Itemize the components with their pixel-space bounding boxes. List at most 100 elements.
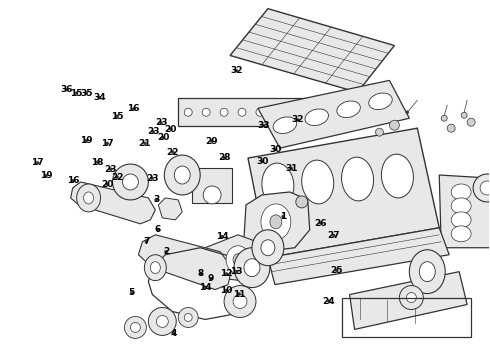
Text: 30: 30 bbox=[256, 157, 268, 166]
Ellipse shape bbox=[235, 270, 238, 273]
Polygon shape bbox=[268, 228, 449, 285]
Ellipse shape bbox=[152, 130, 155, 133]
Ellipse shape bbox=[203, 286, 206, 289]
Text: 16: 16 bbox=[67, 176, 79, 185]
Text: 18: 18 bbox=[91, 158, 104, 167]
Ellipse shape bbox=[172, 150, 174, 153]
Ellipse shape bbox=[156, 315, 168, 328]
Ellipse shape bbox=[409, 250, 445, 293]
Ellipse shape bbox=[151, 177, 154, 180]
Bar bbox=[178, 98, 313, 126]
Text: 4: 4 bbox=[171, 329, 177, 338]
Ellipse shape bbox=[234, 248, 270, 288]
Text: 20: 20 bbox=[165, 125, 177, 134]
Ellipse shape bbox=[447, 124, 455, 132]
Ellipse shape bbox=[109, 168, 112, 171]
Ellipse shape bbox=[184, 314, 192, 321]
Bar bbox=[192, 168, 232, 203]
Text: 12: 12 bbox=[220, 269, 233, 278]
Text: 15: 15 bbox=[71, 89, 83, 98]
Ellipse shape bbox=[342, 157, 373, 201]
Ellipse shape bbox=[233, 254, 243, 266]
Ellipse shape bbox=[375, 128, 384, 136]
Ellipse shape bbox=[399, 285, 423, 310]
Ellipse shape bbox=[203, 186, 221, 204]
Polygon shape bbox=[158, 198, 182, 220]
Ellipse shape bbox=[461, 112, 467, 118]
Text: 36: 36 bbox=[61, 85, 73, 94]
Ellipse shape bbox=[261, 240, 275, 256]
Ellipse shape bbox=[65, 88, 68, 91]
Ellipse shape bbox=[220, 108, 228, 116]
Polygon shape bbox=[248, 128, 439, 258]
Polygon shape bbox=[349, 272, 467, 329]
Ellipse shape bbox=[335, 269, 338, 272]
Ellipse shape bbox=[85, 92, 88, 95]
Ellipse shape bbox=[332, 234, 335, 237]
Ellipse shape bbox=[261, 204, 291, 240]
Text: 17: 17 bbox=[101, 139, 114, 148]
Ellipse shape bbox=[244, 259, 260, 276]
Ellipse shape bbox=[305, 109, 328, 126]
Ellipse shape bbox=[162, 136, 165, 139]
Text: 33: 33 bbox=[257, 121, 270, 130]
Ellipse shape bbox=[160, 121, 163, 124]
Polygon shape bbox=[230, 9, 394, 92]
Ellipse shape bbox=[467, 118, 475, 126]
Ellipse shape bbox=[261, 160, 264, 163]
Ellipse shape bbox=[406, 293, 416, 302]
Ellipse shape bbox=[202, 108, 210, 116]
Ellipse shape bbox=[282, 215, 285, 218]
Text: 35: 35 bbox=[80, 89, 93, 98]
Ellipse shape bbox=[130, 292, 133, 294]
Ellipse shape bbox=[178, 307, 198, 328]
Ellipse shape bbox=[164, 155, 200, 195]
Ellipse shape bbox=[233, 294, 247, 309]
Ellipse shape bbox=[390, 120, 399, 130]
Text: 23: 23 bbox=[147, 127, 159, 136]
Ellipse shape bbox=[36, 161, 39, 164]
Text: 10: 10 bbox=[220, 286, 233, 295]
Ellipse shape bbox=[76, 184, 100, 212]
Ellipse shape bbox=[262, 124, 265, 127]
Ellipse shape bbox=[337, 101, 360, 118]
Text: 34: 34 bbox=[93, 93, 106, 102]
Ellipse shape bbox=[319, 221, 322, 225]
Text: 32: 32 bbox=[292, 115, 304, 124]
Text: 21: 21 bbox=[139, 139, 151, 148]
Ellipse shape bbox=[174, 166, 190, 184]
Ellipse shape bbox=[451, 198, 471, 214]
Ellipse shape bbox=[274, 148, 277, 151]
Ellipse shape bbox=[451, 226, 471, 242]
Text: 28: 28 bbox=[218, 153, 231, 162]
Ellipse shape bbox=[441, 115, 447, 121]
Bar bbox=[342, 298, 471, 337]
Ellipse shape bbox=[145, 240, 148, 243]
Polygon shape bbox=[200, 235, 270, 282]
Ellipse shape bbox=[150, 262, 160, 274]
Text: 8: 8 bbox=[198, 269, 204, 278]
Ellipse shape bbox=[184, 108, 192, 116]
Ellipse shape bbox=[223, 156, 226, 159]
Text: 20: 20 bbox=[157, 133, 169, 142]
Text: 32: 32 bbox=[230, 66, 243, 75]
Ellipse shape bbox=[296, 118, 299, 121]
Text: 7: 7 bbox=[143, 237, 149, 246]
Text: 17: 17 bbox=[31, 158, 44, 167]
Text: 9: 9 bbox=[208, 274, 214, 283]
Text: 23: 23 bbox=[146, 174, 158, 183]
Ellipse shape bbox=[155, 198, 158, 201]
Ellipse shape bbox=[157, 228, 160, 231]
Text: 20: 20 bbox=[101, 180, 114, 189]
Text: 19: 19 bbox=[40, 171, 52, 180]
Text: 26: 26 bbox=[315, 219, 327, 228]
Ellipse shape bbox=[238, 293, 241, 296]
Polygon shape bbox=[71, 182, 155, 224]
Ellipse shape bbox=[145, 255, 166, 280]
Text: 1: 1 bbox=[280, 212, 286, 221]
Text: 22: 22 bbox=[111, 173, 123, 182]
Ellipse shape bbox=[225, 273, 228, 275]
Polygon shape bbox=[439, 175, 490, 248]
Ellipse shape bbox=[252, 230, 284, 266]
Text: 31: 31 bbox=[285, 164, 297, 173]
